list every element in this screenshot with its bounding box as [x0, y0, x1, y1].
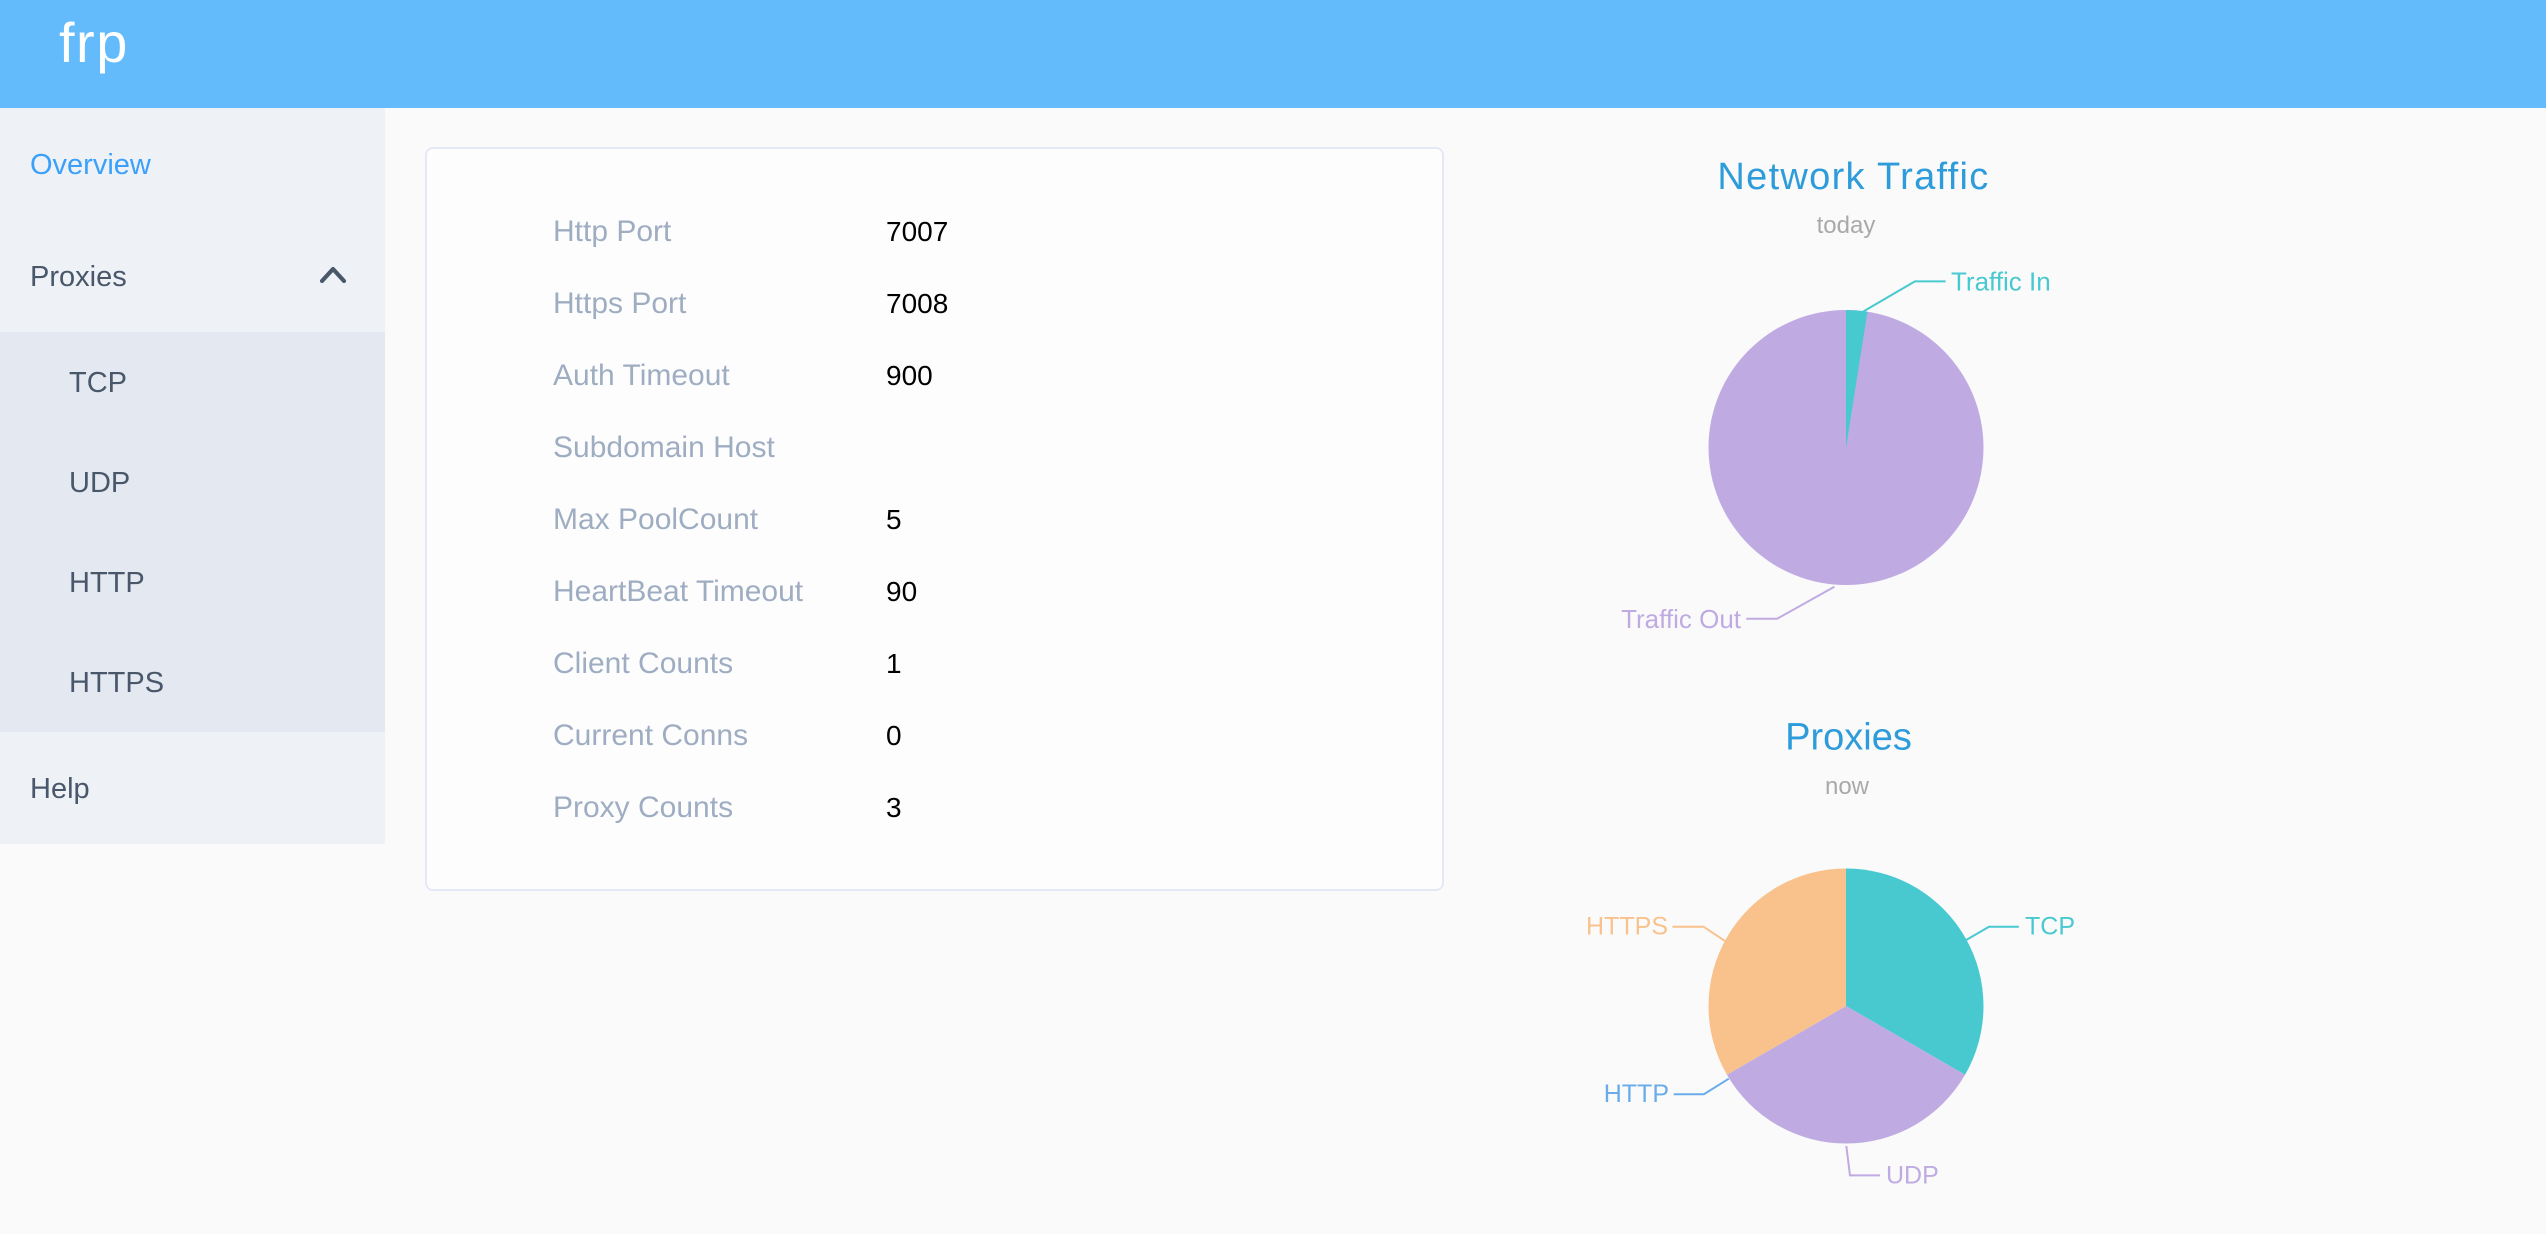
svg-text:HTTP: HTTP	[1604, 1080, 1669, 1108]
svg-text:TCP: TCP	[2025, 913, 2075, 941]
svg-text:HTTPS: HTTPS	[1586, 913, 1668, 941]
svg-text:today: today	[1817, 212, 1876, 239]
svg-text:UDP: UDP	[1886, 1161, 1939, 1189]
svg-text:Network Traffic: Network Traffic	[1717, 156, 1989, 198]
svg-text:Proxies: Proxies	[1785, 717, 1912, 759]
svg-text:now: now	[1825, 773, 1870, 800]
svg-text:Traffic Out: Traffic Out	[1621, 604, 1742, 634]
svg-text:Traffic In: Traffic In	[1951, 266, 2051, 296]
